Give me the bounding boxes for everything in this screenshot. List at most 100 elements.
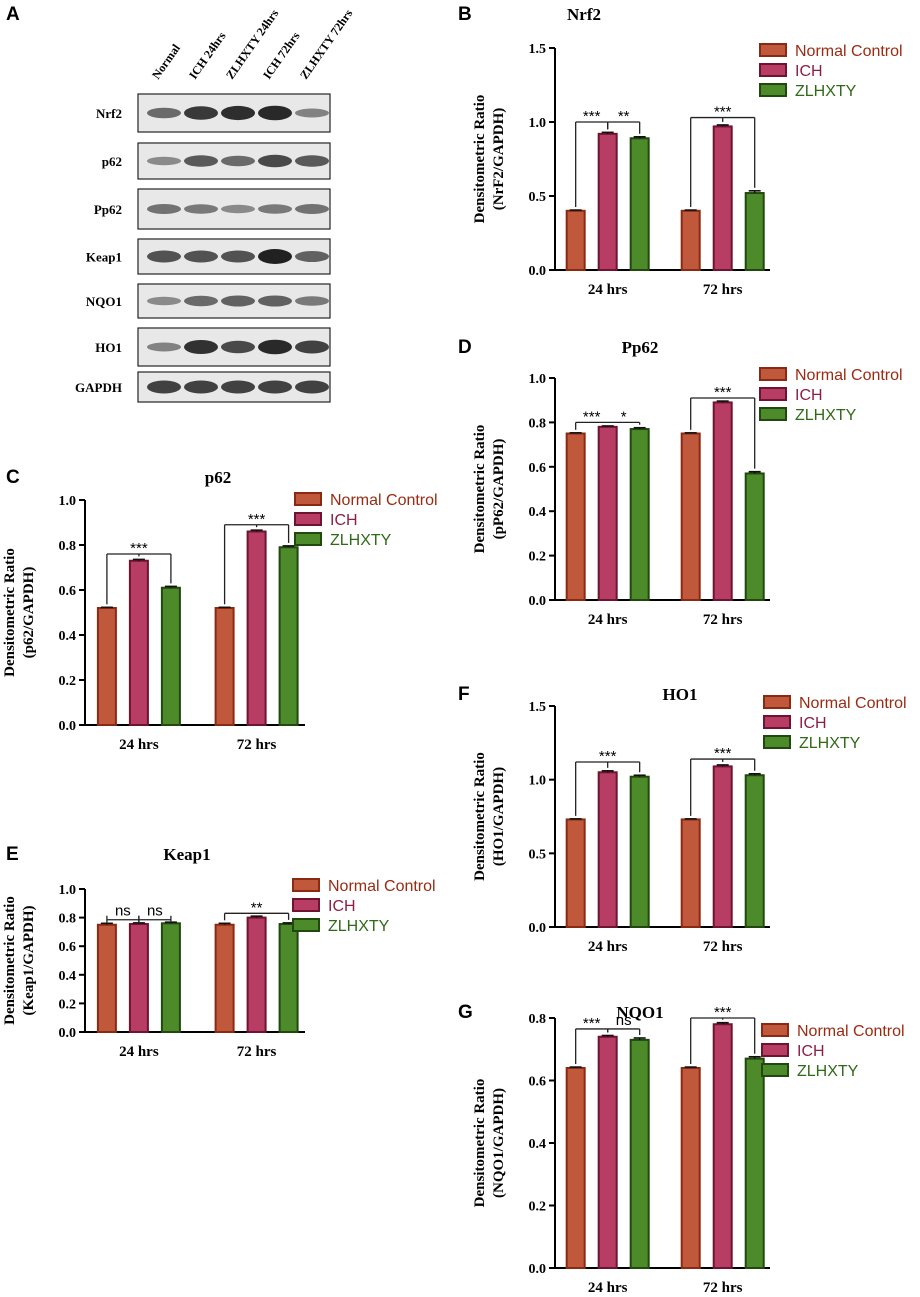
chart-title: NQO1 — [616, 1003, 663, 1022]
y-tick-label: 0.2 — [529, 550, 547, 565]
y-tick-label: 0.0 — [529, 1262, 547, 1277]
y-tick-label: 0.5 — [529, 847, 547, 862]
bar-ich — [597, 425, 618, 601]
blot-strip — [137, 283, 331, 319]
blot-protein-label: Pp62 — [94, 202, 122, 217]
significance-label: ns — [616, 1012, 632, 1029]
y-tick-label: 1.5 — [529, 42, 547, 57]
panel-letter-g: G — [458, 1002, 473, 1023]
x-category-label: 72 hrs — [703, 1280, 743, 1296]
y-tick-label: 0.8 — [59, 539, 77, 554]
chart-ho1: F HO1 0.0 0.5 1.0 1.5 Densitometric Ratio (HO1/… — [458, 684, 907, 955]
bar-zlhxty — [629, 775, 650, 928]
significance-label: *** — [583, 1015, 601, 1032]
blot-band — [258, 154, 292, 168]
y-tick-label: 0.4 — [59, 629, 77, 644]
blot-band — [147, 296, 181, 306]
legend-label: ICH — [795, 387, 823, 404]
legend-item-normal-control: Normal Control — [761, 1023, 905, 1040]
panel-letter-d: D — [458, 337, 472, 358]
blot-band — [147, 107, 181, 119]
legend-label: Normal Control — [330, 492, 438, 509]
blot-protein-label: NQO1 — [86, 294, 122, 309]
legend-item-ich: ICH — [763, 715, 827, 732]
bar-zlhxty — [629, 428, 650, 601]
legend-item-normal-control: Normal Control — [294, 492, 438, 509]
blot-band — [184, 295, 218, 307]
bar-normal-control — [680, 209, 701, 272]
legend-label: Normal Control — [795, 367, 903, 384]
blot-strip — [137, 238, 331, 275]
significance-label: *** — [714, 104, 732, 121]
y-tick-label: 0.8 — [59, 912, 77, 927]
y-tick-label: 1.0 — [59, 494, 77, 509]
blot-band — [221, 340, 255, 354]
blot-strip — [137, 327, 331, 367]
blot-band — [221, 155, 255, 167]
legend-item-ich: ICH — [294, 512, 358, 529]
y-tick-label: 0.8 — [529, 416, 547, 431]
legend-swatch — [294, 512, 322, 526]
significance-label: *** — [583, 408, 601, 425]
legend-item-normal-control: Normal Control — [759, 43, 903, 60]
legend-swatch — [761, 1023, 789, 1037]
blot-strip — [137, 93, 331, 133]
bar-normal-control — [680, 432, 701, 601]
blot-strip — [137, 188, 331, 230]
bar-ich — [712, 1023, 733, 1269]
y-axis-title-line: Densitometric Ratio — [2, 548, 18, 677]
blot-band — [147, 250, 181, 263]
significance-label: *** — [714, 1004, 732, 1021]
y-axis-title-line: (Keap1/GAPDH) — [21, 906, 37, 1016]
legend-swatch — [759, 63, 787, 77]
legend-swatch — [759, 83, 787, 97]
chart-title: p62 — [205, 468, 231, 487]
legend-label: ICH — [797, 1043, 825, 1060]
significance-annotation: *** — [575, 748, 641, 816]
bar-zlhxty — [744, 192, 765, 271]
y-axis-title-line: Densitometric Ratio — [472, 1079, 488, 1208]
lane-label: ZLHXTY 72hrs — [297, 6, 356, 81]
legend-swatch — [292, 898, 320, 912]
legend-swatch — [759, 367, 787, 381]
bar-ich — [597, 771, 618, 928]
significance-label: * — [621, 408, 627, 425]
significance-annotation: ns — [106, 903, 140, 924]
blot-band — [295, 108, 329, 118]
legend-item-normal-control: Normal Control — [292, 878, 436, 895]
bar-ich — [712, 765, 733, 929]
significance-label: *** — [599, 748, 617, 765]
y-axis-title-line: Densitometric Ratio — [472, 95, 488, 224]
x-category-label: 72 hrs — [703, 282, 743, 298]
panel-letter-e: E — [6, 844, 19, 865]
legend-label: ZLHXTY — [328, 918, 390, 935]
legend-swatch — [763, 735, 791, 749]
y-tick-label: 0.6 — [59, 584, 77, 599]
blot-band — [184, 340, 218, 354]
y-tick-label: 0.0 — [529, 594, 547, 609]
legend-swatch — [294, 492, 322, 506]
legend-label: ICH — [328, 898, 356, 915]
y-tick-label: 0.6 — [59, 940, 77, 955]
y-axis-title-line: Densitometric Ratio — [472, 425, 488, 554]
blot-band — [221, 295, 255, 307]
bar-zlhxty — [160, 922, 181, 1034]
blot-protein-label: p62 — [102, 154, 122, 169]
bar-zlhxty — [744, 774, 765, 928]
blot-band — [147, 204, 181, 214]
chart-title: Pp62 — [622, 338, 659, 357]
blot-protein-label: Keap1 — [86, 250, 122, 265]
x-category-label: 24 hrs — [588, 939, 628, 955]
panel-letter-b: B — [458, 4, 472, 25]
y-tick-label: 0.2 — [529, 1200, 547, 1215]
legend-label: ZLHXTY — [797, 1063, 859, 1080]
legend-item-zlhxty: ZLHXTY — [292, 918, 390, 935]
legend-label: ICH — [330, 512, 358, 529]
y-axis-title: Densitometric Ratio (p62/GAPDH) — [2, 548, 37, 677]
legend-label: ZLHXTY — [330, 532, 392, 549]
bar-normal-control — [565, 432, 586, 601]
y-tick-label: 0.0 — [59, 1026, 77, 1041]
legend-label: Normal Control — [797, 1023, 905, 1040]
